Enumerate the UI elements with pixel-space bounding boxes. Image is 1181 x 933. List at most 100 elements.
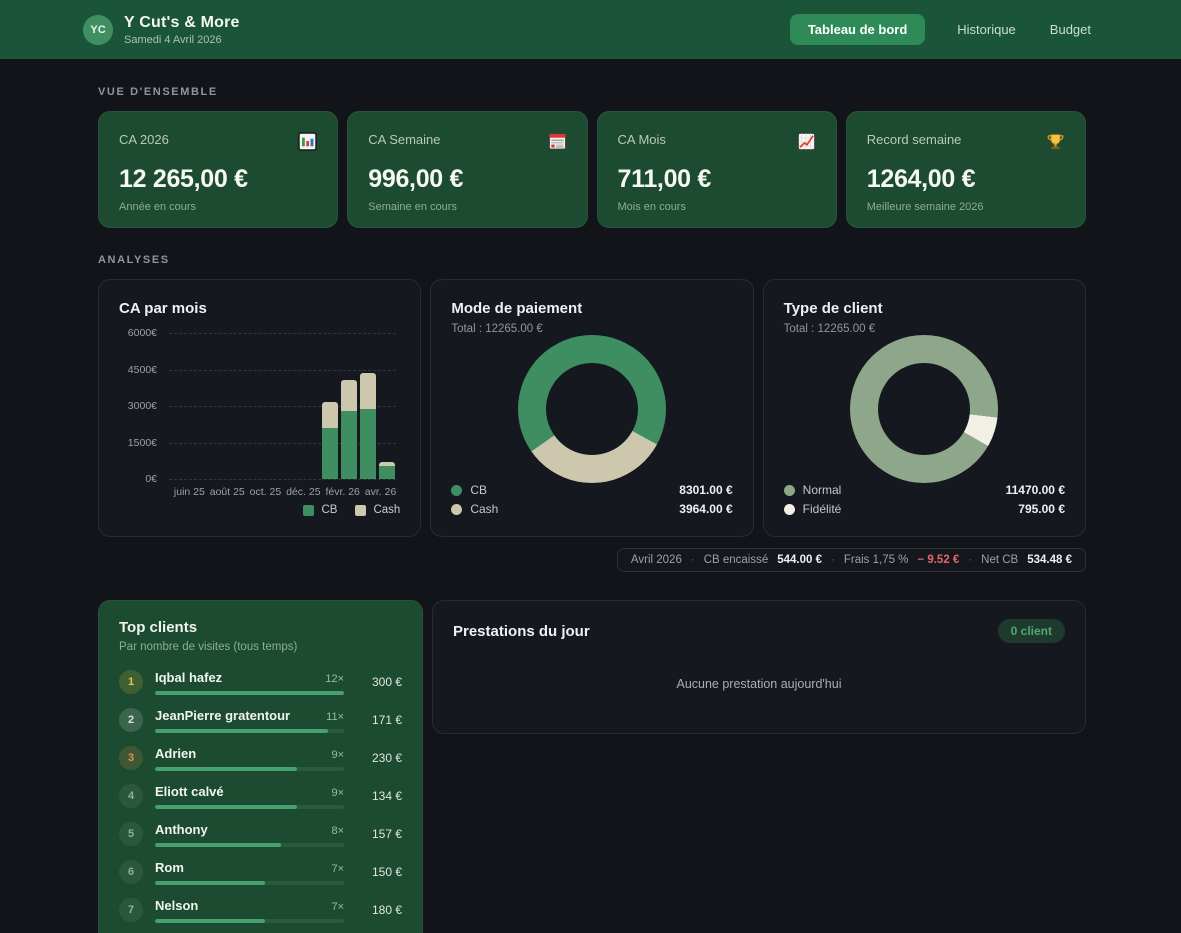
visits-progress-track bbox=[155, 842, 344, 847]
nav-item-tableau-de-bord[interactable]: Tableau de bord bbox=[789, 14, 926, 45]
donut-legend-row-normal: Normal 11470.00 € bbox=[783, 483, 1065, 497]
donut-legend-row-fid-lit: Fidélité 795.00 € bbox=[783, 502, 1065, 516]
visits-progress-fill bbox=[155, 842, 282, 847]
bar-slot-nov-25 bbox=[283, 333, 302, 479]
client-visit-count: 8× bbox=[331, 824, 344, 837]
client-name: Anthony bbox=[155, 821, 208, 837]
x-tick-label: févr. 26 bbox=[325, 486, 360, 498]
client-amount: 150 € bbox=[371, 865, 402, 879]
stacked-bar-mars-26 bbox=[359, 333, 376, 479]
app-header: YC Y Cut's & More Samedi 4 Avril 2026 Ta… bbox=[0, 0, 1181, 59]
bar-segment-cb bbox=[378, 465, 395, 479]
cb-summary-row: Avril 2026 · CB encaissé 544.00 € · Frai… bbox=[98, 548, 1086, 572]
legend-item-cb[interactable]: CB bbox=[303, 504, 337, 516]
visits-progress-track bbox=[155, 804, 344, 809]
stacked-bar-f-vr-26 bbox=[340, 333, 357, 479]
client-amount: 134 € bbox=[371, 789, 402, 803]
nav-item-budget[interactable]: Budget bbox=[1048, 14, 1093, 45]
client-visit-count: 7× bbox=[331, 862, 344, 875]
client-info: JeanPierre gratentour 11× bbox=[155, 708, 344, 733]
rank-badge: 4 bbox=[119, 784, 143, 808]
gridline bbox=[169, 333, 397, 334]
legend-value: 795.00 € bbox=[1018, 502, 1065, 516]
client-name: Eliott calvé bbox=[155, 783, 224, 799]
stat-card-value: 12 265,00 € bbox=[119, 165, 248, 193]
bar-slot-mai-25 bbox=[169, 333, 188, 479]
x-tick-label: déc. 25 bbox=[286, 486, 321, 498]
donut-legend-row-cb: CB 8301.00 € bbox=[451, 483, 733, 497]
client-name: Iqbal hafez bbox=[155, 669, 223, 685]
donut-client-title: Type de client bbox=[783, 300, 883, 317]
top-clients-card: Top clients Par nombre de visites (tous … bbox=[98, 600, 423, 933]
gridline bbox=[169, 442, 397, 444]
prestations-empty-message: Aucune prestation aujourd'hui bbox=[676, 677, 842, 691]
cb-frais-value: − 9.52 € bbox=[917, 554, 960, 566]
visits-progress-fill bbox=[155, 880, 266, 885]
top-clients-subtitle: Par nombre de visites (tous temps) bbox=[119, 641, 298, 653]
donut-paiement-chart bbox=[517, 335, 666, 483]
visits-progress-track bbox=[155, 918, 344, 923]
donut-paiement-wrap bbox=[451, 335, 732, 483]
client-info: Rom 7× bbox=[155, 860, 344, 885]
top-clients-title: Top clients bbox=[119, 619, 198, 636]
donut-legend-row-cash: Cash 3964.00 € bbox=[451, 502, 733, 516]
legend-item-cash[interactable]: Cash bbox=[355, 504, 400, 516]
client-row-rom: 6 Rom 7× 150 € bbox=[119, 853, 402, 891]
bar-chart-icon bbox=[298, 132, 318, 156]
ca-par-mois-card: CA par mois 0€ 1500€ 3000€ 4500€ 6000€ juin … bbox=[98, 279, 422, 537]
legend-label: Normal bbox=[802, 483, 842, 497]
rank-badge: 6 bbox=[119, 860, 143, 884]
client-visit-count: 11× bbox=[326, 710, 344, 723]
y-tick-label: 1500€ bbox=[127, 436, 157, 449]
donut-hole bbox=[878, 363, 971, 455]
client-visit-count: 9× bbox=[331, 786, 344, 799]
charts-grid: CA par mois 0€ 1500€ 3000€ 4500€ 6000€ juin … bbox=[98, 279, 1086, 537]
cb-encaisse-label: CB encaissé bbox=[703, 554, 769, 566]
stat-card-grid: CA 2026 12 265,00 € Année en cours CA Semai… bbox=[98, 111, 1086, 228]
rank-badge: 2 bbox=[119, 708, 143, 732]
legend-value: 8301.00 € bbox=[679, 483, 733, 497]
stat-card-subtitle: Année en cours bbox=[119, 201, 197, 213]
bar-segment-cb bbox=[359, 409, 376, 479]
client-row-eliott-calv: 4 Eliott calvé 9× 134 € bbox=[119, 777, 402, 815]
x-tick-label: avr. 26 bbox=[364, 486, 397, 498]
bar-segment-cash bbox=[321, 402, 338, 428]
client-info: Eliott calvé 9× bbox=[155, 784, 344, 809]
bar-segment-cash bbox=[378, 461, 395, 466]
donut-hole bbox=[545, 363, 638, 455]
cb-summary-bar: Avril 2026 · CB encaissé 544.00 € · Frai… bbox=[616, 548, 1086, 572]
donut-paiement-title: Mode de paiement bbox=[451, 300, 583, 317]
visits-progress-track bbox=[155, 766, 344, 771]
bar-chart-plot: 0€ 1500€ 3000€ 4500€ 6000€ bbox=[119, 327, 400, 485]
visits-progress-fill bbox=[155, 766, 297, 771]
rank-badge: 3 bbox=[119, 746, 143, 770]
bottom-grid: Top clients Par nombre de visites (tous … bbox=[98, 600, 1086, 933]
separator-dot: · bbox=[690, 554, 695, 566]
nav-item-historique[interactable]: Historique bbox=[955, 14, 1018, 45]
brand: YC Y Cut's & More Samedi 4 Avril 2026 bbox=[83, 14, 240, 46]
y-tick-label: 4500€ bbox=[127, 363, 157, 376]
avatar: YC bbox=[83, 14, 113, 45]
legend-dot bbox=[783, 503, 795, 515]
visits-progress-fill bbox=[155, 804, 297, 809]
donut-client-chart bbox=[850, 335, 999, 483]
client-row-iqbal-hafez: 1 Iqbal hafez 12× 300 € bbox=[119, 663, 402, 701]
rank-badge: 7 bbox=[119, 898, 143, 922]
client-name: Nelson bbox=[155, 897, 199, 913]
separator-dot: · bbox=[831, 554, 835, 566]
bar-segment-cash bbox=[340, 380, 357, 411]
bar-chart-area bbox=[169, 333, 397, 480]
legend-value: 11470.00 € bbox=[1005, 483, 1065, 497]
client-row-adrien: 3 Adrien 9× 230 € bbox=[119, 739, 402, 777]
bar-slot-ao-t-25 bbox=[226, 333, 245, 479]
cb-encaisse-value: 544.00 € bbox=[777, 554, 823, 566]
prestations-header: Prestations du jour 0 client bbox=[453, 619, 1065, 643]
legend-label: Fidélité bbox=[802, 502, 842, 516]
gridline bbox=[169, 406, 397, 407]
client-amount: 180 € bbox=[371, 903, 402, 917]
legend-dot bbox=[451, 484, 463, 496]
client-amount: 171 € bbox=[371, 713, 402, 727]
donut-paiement-total: Total : 12265.00 € bbox=[451, 323, 543, 335]
y-tick-label: 3000€ bbox=[127, 400, 157, 412]
client-amount: 157 € bbox=[371, 827, 402, 841]
